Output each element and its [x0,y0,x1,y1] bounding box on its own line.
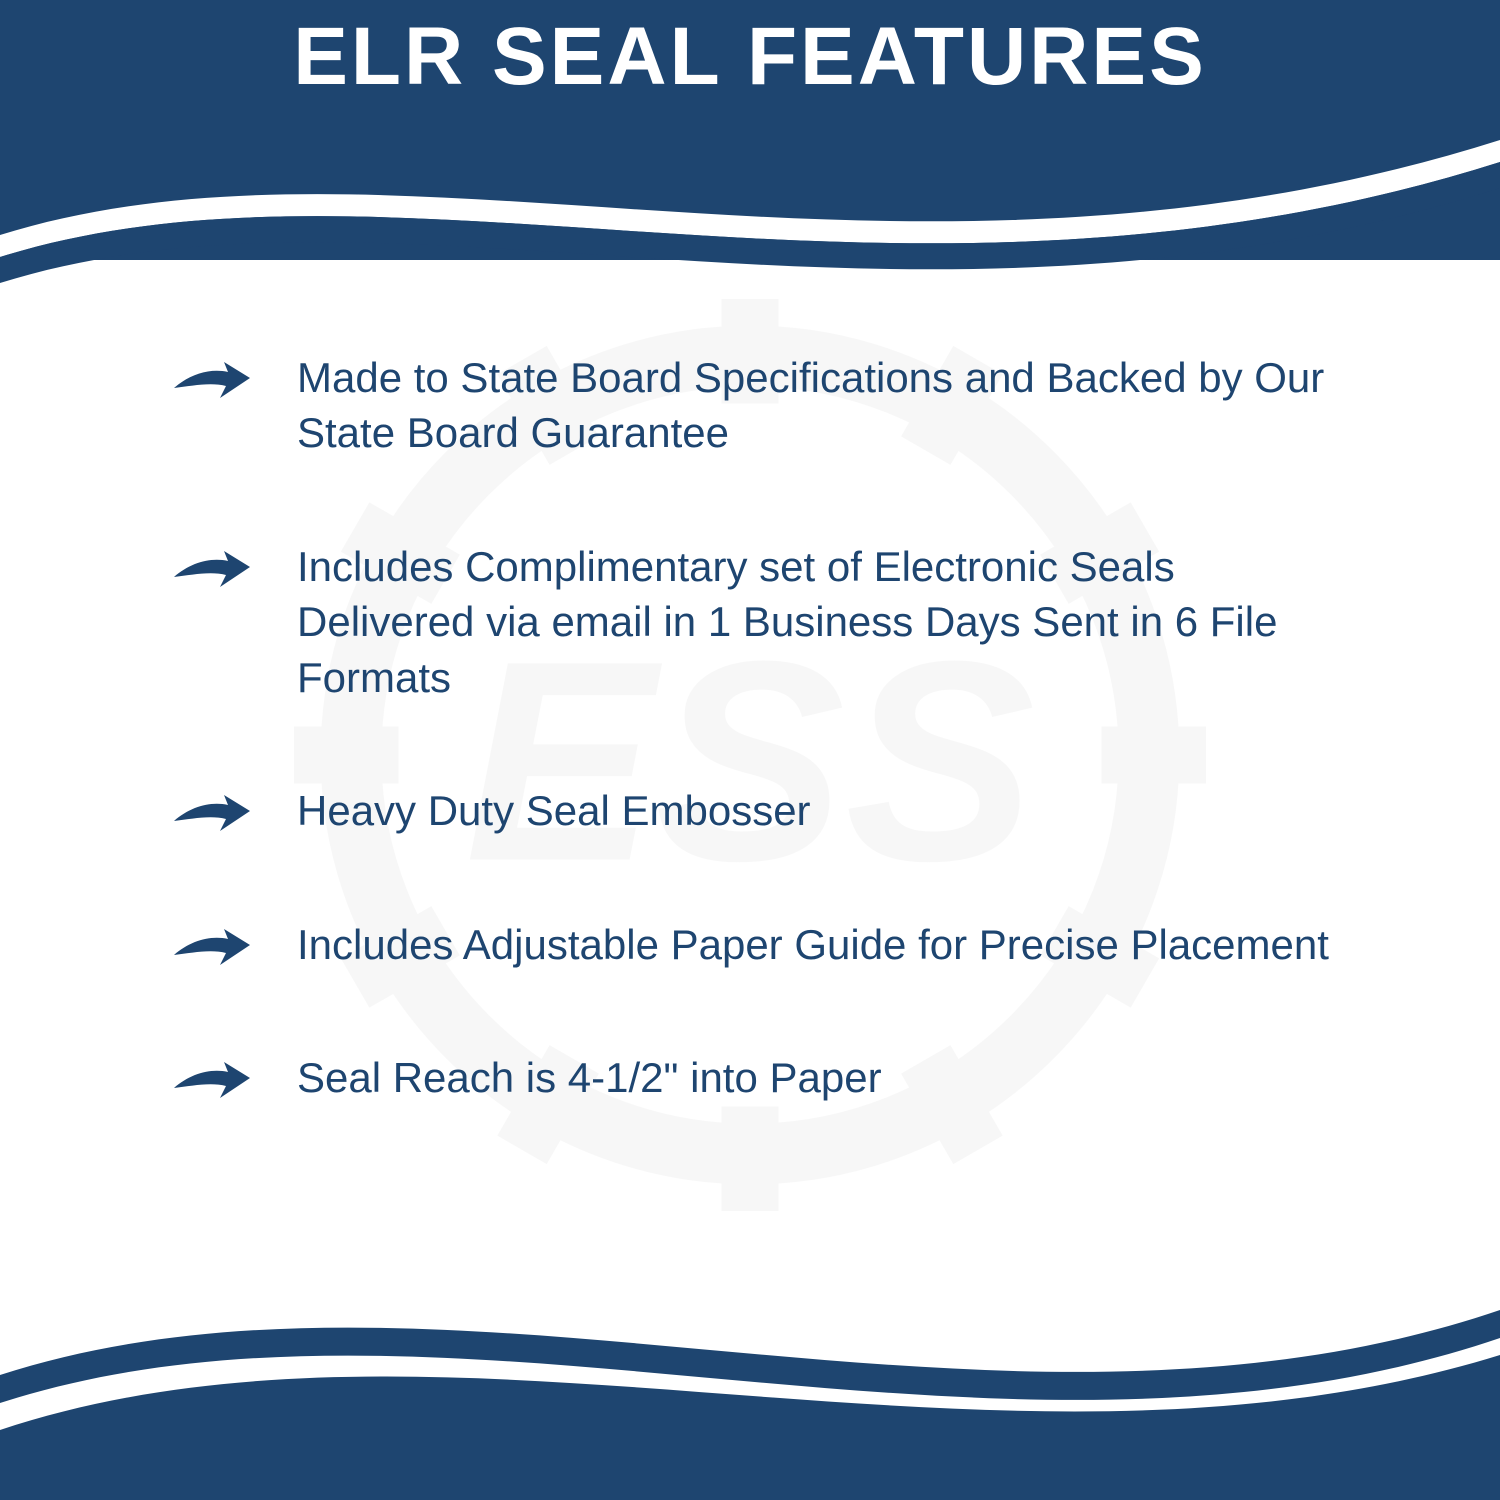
feature-text: Seal Reach is 4-1/2" into Paper [297,1050,882,1105]
feature-item: Includes Adjustable Paper Guide for Prec… [170,917,1360,972]
feature-item: Made to State Board Specifications and B… [170,350,1360,461]
footer-band [0,1260,1500,1500]
features-list: Made to State Board Specifications and B… [0,350,1500,1184]
arrow-right-icon [170,789,252,837]
feature-text: Heavy Duty Seal Embosser [297,783,811,838]
arrow-right-icon [170,545,252,593]
feature-item: Heavy Duty Seal Embosser [170,783,1360,838]
feature-item: Includes Complimentary set of Electronic… [170,539,1360,705]
page-title: ELR SEAL FEATURES [0,0,1500,104]
arrow-right-icon [170,356,252,404]
bottom-swoosh [0,1200,1500,1500]
arrow-right-icon [170,923,252,971]
header-band: ELR SEAL FEATURES [0,0,1500,260]
arrow-right-icon [170,1056,252,1104]
feature-text: Includes Adjustable Paper Guide for Prec… [297,917,1329,972]
feature-item: Seal Reach is 4-1/2" into Paper [170,1050,1360,1105]
feature-text: Made to State Board Specifications and B… [297,350,1360,461]
feature-text: Includes Complimentary set of Electronic… [297,539,1360,705]
